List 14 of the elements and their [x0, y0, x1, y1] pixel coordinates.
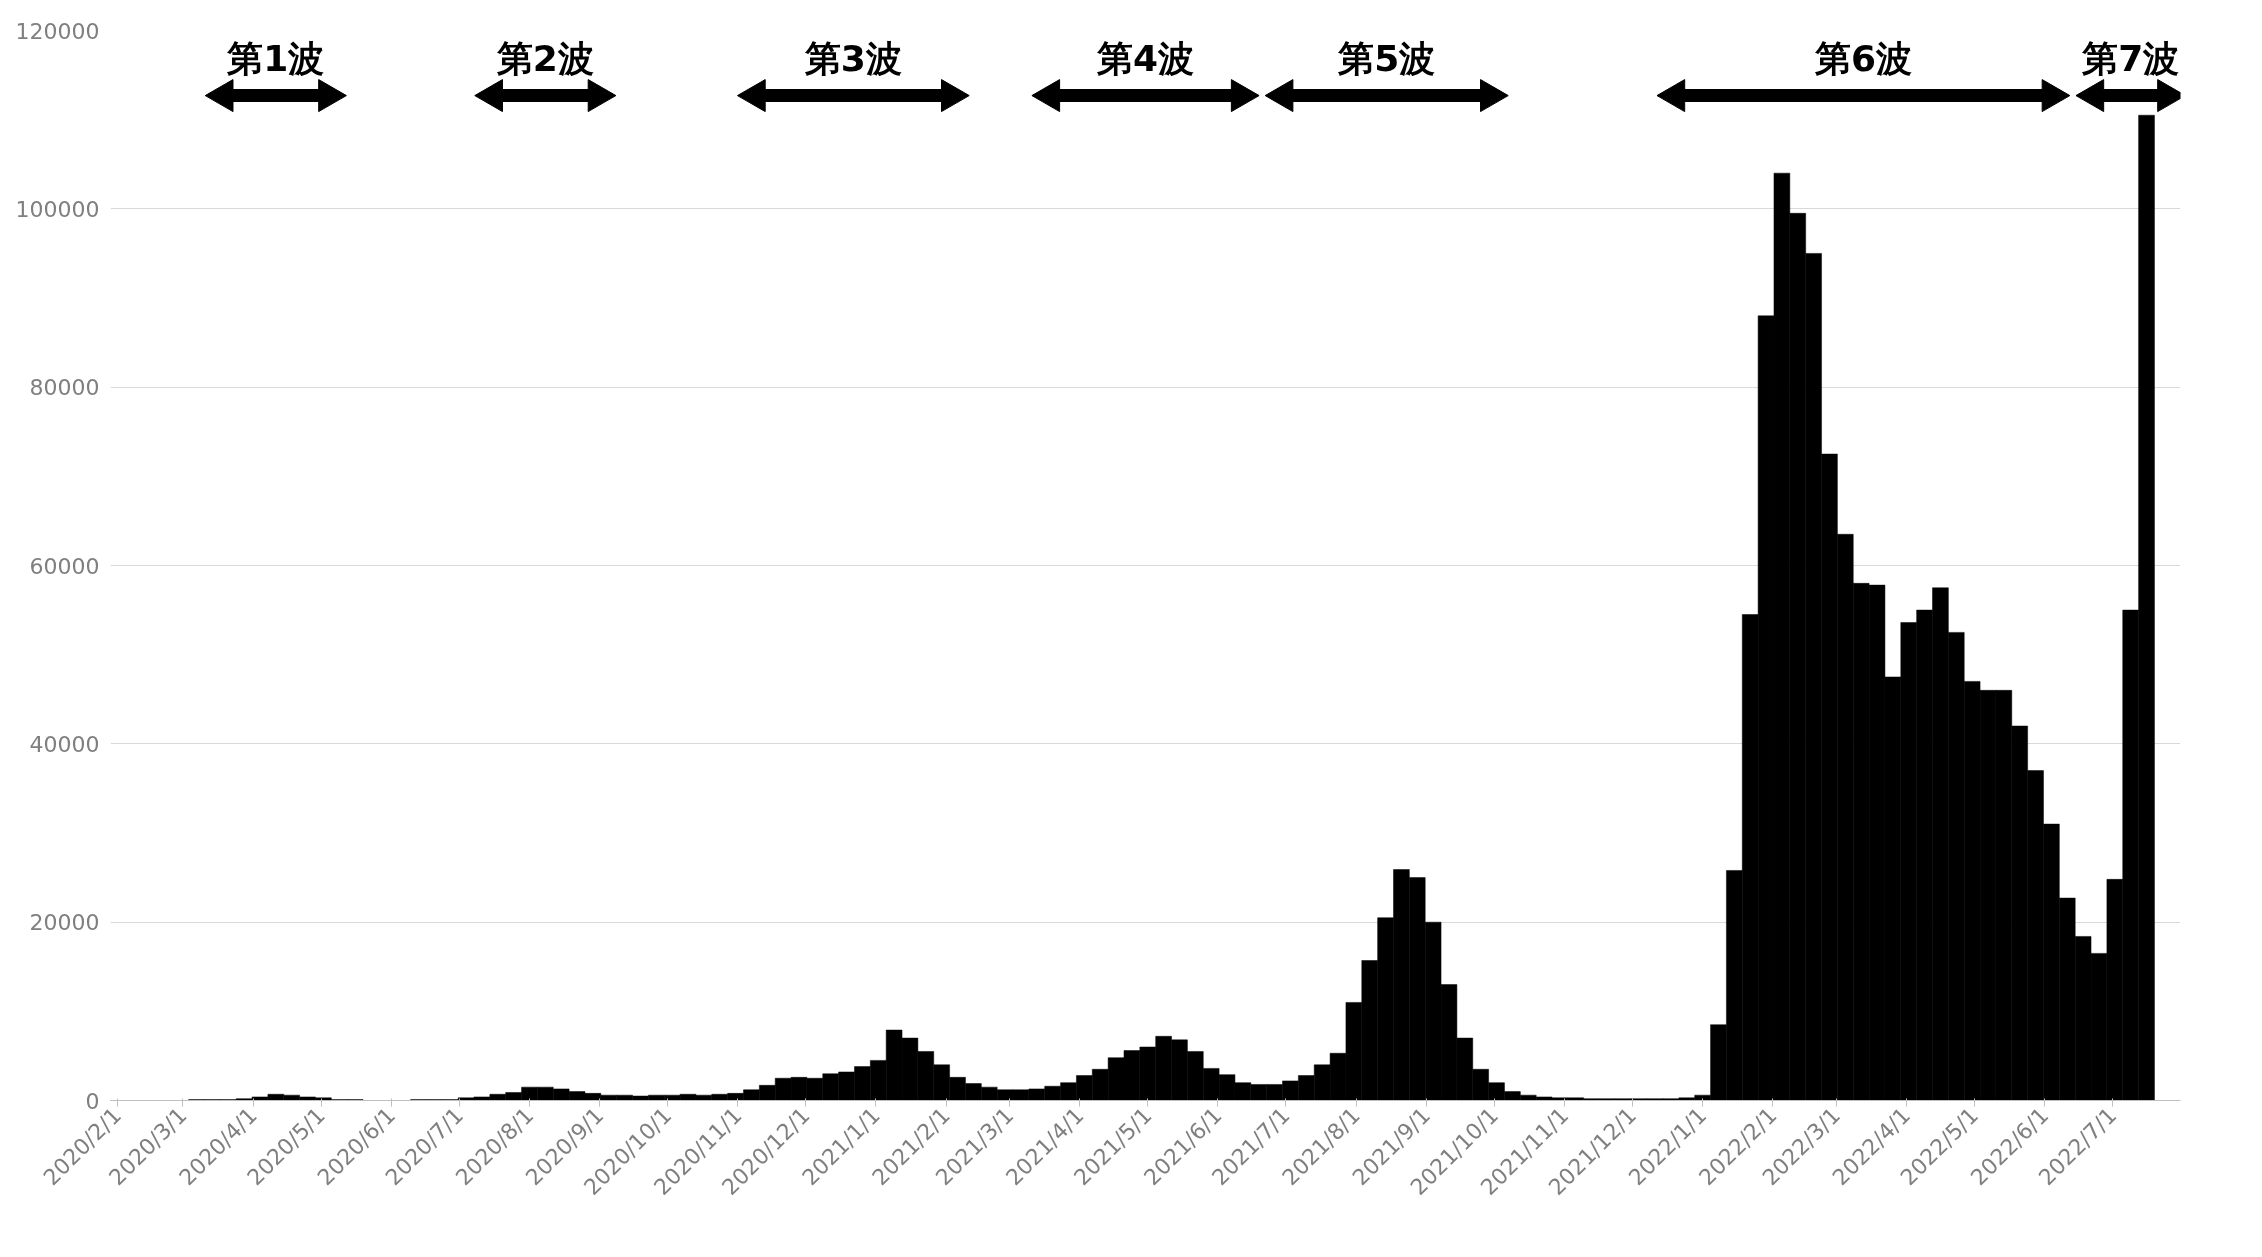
y-tick-label: 120000 [15, 18, 100, 44]
y-tick-label: 80000 [29, 375, 100, 401]
annotation: 第5波 [1337, 37, 1436, 79]
annotation: 第6波 [1813, 37, 1912, 79]
annotation: 第3波 [803, 37, 902, 79]
annotation: 第4波 [1095, 37, 1195, 79]
y-tick-label: 100000 [15, 196, 100, 222]
annotation: 第2波 [495, 37, 594, 79]
y-tick-label: 20000 [29, 910, 100, 936]
y-tick-label: 60000 [29, 553, 100, 579]
y-tick-label: 40000 [29, 731, 100, 757]
annotation: 第1波 [226, 37, 325, 79]
annotation: 第7波 [2081, 37, 2180, 79]
y-tick-label: 0 [85, 1088, 100, 1114]
